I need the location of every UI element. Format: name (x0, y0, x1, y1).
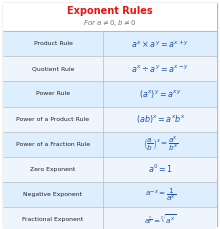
Bar (3, 31, 217, 56)
Bar (3, 56, 217, 82)
Bar (3, 131, 217, 157)
Text: $a^x \times a^y = a^{x+y}$: $a^x \times a^y = a^{x+y}$ (131, 38, 189, 50)
Text: Fractional Exponent: Fractional Exponent (22, 217, 84, 222)
Text: Exponent Rules: Exponent Rules (67, 6, 153, 16)
Bar (3, 157, 217, 182)
Bar (3, 3, 217, 31)
Bar (3, 106, 217, 131)
Text: Product Rule: Product Rule (34, 41, 72, 46)
Text: $\left(ab\right)^x = a^x b^x$: $\left(ab\right)^x = a^x b^x$ (136, 113, 185, 125)
Text: Power of a Fraction Rule: Power of a Fraction Rule (16, 142, 90, 147)
Text: $\left(a^x\right)^y = a^{xy}$: $\left(a^x\right)^y = a^{xy}$ (139, 88, 182, 100)
Text: $a^{-x} = \dfrac{1}{a^x}$: $a^{-x} = \dfrac{1}{a^x}$ (145, 186, 176, 203)
Text: $a^{\frac{x}{y}} = \sqrt[y]{a^x}$: $a^{\frac{x}{y}} = \sqrt[y]{a^x}$ (144, 213, 177, 226)
Text: $a^0 = 1$: $a^0 = 1$ (148, 163, 173, 175)
Bar (3, 182, 217, 207)
Text: Negative Exponent: Negative Exponent (24, 192, 82, 197)
Text: For $a \neq 0, b \neq 0$: For $a \neq 0, b \neq 0$ (83, 18, 137, 28)
Bar (3, 82, 217, 106)
Text: $a^x \div a^y = a^{x-y}$: $a^x \div a^y = a^{x-y}$ (131, 63, 189, 74)
Text: Zero Exponent: Zero Exponent (30, 167, 76, 172)
Text: $\left(\dfrac{a}{b}\right)^x = \dfrac{a^x}{b^x}$: $\left(\dfrac{a}{b}\right)^x = \dfrac{a^… (143, 135, 178, 153)
Text: Quotient Rule: Quotient Rule (32, 66, 74, 71)
Bar (3, 207, 217, 229)
Text: Power Rule: Power Rule (36, 92, 70, 96)
Text: Power of a Product Rule: Power of a Product Rule (16, 117, 90, 122)
